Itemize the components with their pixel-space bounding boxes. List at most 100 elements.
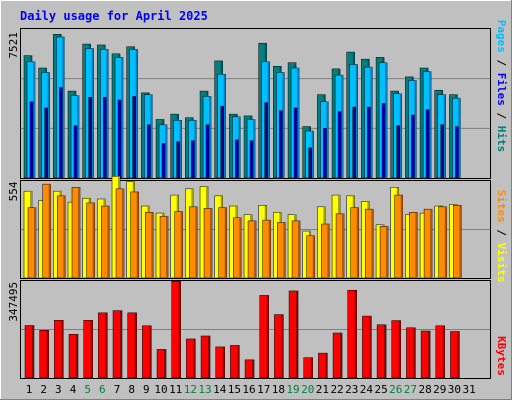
- pages-bar-shade: [104, 97, 107, 178]
- pages-bar: [293, 107, 298, 179]
- visits-bar-shade: [136, 191, 139, 278]
- visits-bar: [277, 222, 286, 279]
- visits-bar-shade: [342, 213, 345, 278]
- pages-bar: [381, 103, 386, 179]
- pages-bar-shade: [324, 128, 327, 178]
- files-bar-shade: [47, 72, 50, 178]
- kbytes-bar-shade: [222, 346, 225, 378]
- pages-bar: [279, 110, 283, 179]
- files-bar-shade: [77, 95, 80, 178]
- panel-sites-visits: 554 Sites / Visits: [7, 176, 508, 282]
- kbytes-bar-shade: [369, 316, 372, 378]
- kbytes-bar-shade: [296, 290, 299, 378]
- kbytes-bar-shade: [384, 324, 387, 378]
- pages-bar-shade: [441, 124, 444, 178]
- pages-bar: [191, 140, 195, 179]
- pages-bar: [220, 105, 224, 179]
- kbytes-bar: [98, 312, 108, 379]
- visits-bar: [174, 211, 183, 279]
- x-tick-label: 23: [345, 383, 358, 396]
- x-tick-label: 29: [433, 383, 446, 396]
- x-tick-label: 25: [374, 383, 387, 396]
- visits-bar-shade: [444, 206, 447, 278]
- kbytes-bar: [215, 346, 225, 379]
- kbytes-bar-shade: [413, 327, 416, 378]
- pages-bar: [205, 124, 210, 179]
- files-bar-shade: [341, 75, 344, 178]
- visits-bar: [453, 205, 462, 279]
- visits-bar: [130, 191, 139, 279]
- x-tick-label: 18: [272, 383, 285, 396]
- panel-1-bars: [23, 34, 461, 179]
- panel-2-bars: [23, 176, 462, 279]
- files-bar-shade: [443, 94, 446, 178]
- visits-bar-shade: [356, 207, 359, 278]
- x-tick-label: 28: [418, 383, 431, 396]
- kbytes-bar: [406, 327, 416, 379]
- x-tick-label: 15: [228, 383, 241, 396]
- visits-bar: [86, 202, 95, 279]
- pages-bar: [264, 102, 268, 179]
- visits-bar-shade: [459, 205, 462, 278]
- pages-bar-shade: [207, 124, 210, 178]
- files-bar-shade: [370, 67, 373, 178]
- kbytes-bar-shade: [340, 332, 343, 378]
- files-bar-shade: [238, 116, 241, 178]
- x-axis-day-labels: 1 2 3 4 5 6 7 8 9 10 11 12 13 14 15 16 17 18 19 20 21 22 23 24 2…: [26, 383, 476, 396]
- x-tick-label: 10: [154, 383, 167, 396]
- x-tick-label: 3: [55, 383, 62, 396]
- pages-bar: [176, 141, 180, 179]
- x-tick-label: 16: [242, 383, 255, 396]
- kbytes-bar-shade: [252, 359, 255, 378]
- files-bar-shade: [297, 68, 300, 178]
- kbytes-bar-shade: [120, 310, 123, 378]
- kbytes-bar: [127, 312, 137, 379]
- files-bar-shade: [282, 72, 285, 178]
- visits-bar-shade: [371, 209, 374, 278]
- pages-bar-shade: [148, 124, 151, 178]
- pages-bar-shade: [31, 101, 33, 178]
- panel-hits-files-pages: 7521 Pages / Files / Hits: [7, 20, 508, 179]
- visits-bar-shade: [48, 184, 51, 278]
- files-bar-shade: [385, 62, 388, 179]
- visits-bar: [306, 235, 315, 279]
- files-bar-shade: [91, 48, 94, 179]
- x-tick-label: 17: [257, 383, 270, 396]
- files-bar-shade: [326, 101, 329, 178]
- pages-bar-shade: [251, 140, 254, 178]
- x-tick-label: 6: [99, 383, 106, 396]
- visits-bar-shade: [400, 195, 403, 278]
- panel-1-right-label: Pages / Files / Hits: [495, 20, 508, 153]
- kbytes-bar-shade: [398, 320, 401, 378]
- pages-bar: [411, 114, 415, 179]
- x-tick-label: 14: [213, 383, 227, 396]
- pages-legend-label: Pages: [495, 20, 508, 53]
- kbytes-bar-shade: [46, 330, 49, 378]
- visits-bar-shade: [298, 220, 301, 278]
- pages-bar: [132, 96, 136, 179]
- kbytes-bar: [318, 352, 328, 379]
- pages-bar-shade: [221, 106, 224, 178]
- kbytes-bar: [230, 345, 240, 379]
- pages-bar: [29, 101, 34, 179]
- hits-legend-label: Hits: [495, 126, 508, 153]
- visits-bar: [262, 219, 271, 279]
- visits-bar-shade: [312, 235, 315, 278]
- pages-bar: [396, 125, 400, 179]
- pages-bar: [308, 147, 312, 179]
- files-bar-shade: [150, 94, 153, 178]
- visits-bar-shade: [430, 209, 433, 278]
- panel-2-right-label: Sites / Visits: [495, 190, 508, 283]
- kbytes-bar: [171, 280, 181, 379]
- files-bar-shade: [209, 96, 212, 178]
- kbytes-bar-shade: [178, 281, 181, 378]
- pages-bar: [352, 106, 356, 179]
- visits-bar-shade: [166, 216, 169, 278]
- files-bar-shade: [253, 119, 256, 178]
- kbytes-bar: [274, 314, 284, 379]
- visits-bar: [218, 207, 227, 279]
- pages-bar-shade: [60, 87, 63, 178]
- x-tick-label: 20: [301, 383, 314, 396]
- kbytes-bar: [24, 325, 35, 379]
